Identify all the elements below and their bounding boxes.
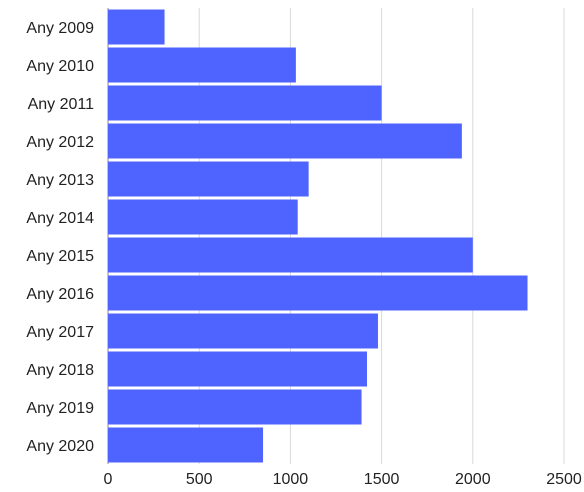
bar-any-2014 [108, 199, 298, 235]
x-tick-label: 0 [104, 471, 113, 488]
x-tick-label: 1000 [273, 471, 309, 488]
category-label: Any 2018 [26, 362, 94, 379]
gridlines [107, 8, 565, 464]
bar-any-2009 [108, 9, 165, 45]
bars [108, 9, 528, 463]
bar-any-2016 [108, 275, 528, 311]
bar-any-2019 [108, 389, 362, 425]
x-tick-labels: 0 500 1000 1500 2000 2500 [104, 471, 582, 488]
category-label: Any 2015 [26, 248, 94, 265]
bar-any-2010 [108, 47, 296, 83]
x-tick-label: 1500 [364, 471, 400, 488]
category-label: Any 2019 [26, 400, 94, 417]
category-label: Any 2020 [26, 438, 94, 455]
category-label: Any 2009 [26, 20, 94, 37]
category-label: Any 2011 [28, 96, 95, 113]
x-tick-label: 500 [186, 471, 213, 488]
bar-any-2020 [108, 427, 264, 463]
bar-any-2018 [108, 351, 368, 387]
bar-any-2017 [108, 313, 378, 349]
category-label: Any 2010 [26, 58, 94, 75]
bar-any-2013 [108, 161, 309, 197]
category-label: Any 2014 [26, 210, 94, 227]
category-label: Any 2016 [26, 286, 94, 303]
category-label: Any 2012 [26, 134, 94, 151]
category-label: Any 2017 [26, 324, 94, 341]
bar-any-2015 [108, 237, 473, 273]
category-labels: Any 2009 Any 2010 Any 2011 Any 2012 Any 2013… [26, 20, 94, 455]
bar-any-2012 [108, 123, 462, 159]
x-tick-label: 2500 [546, 471, 582, 488]
category-label: Any 2013 [26, 172, 94, 189]
bar-any-2011 [108, 85, 382, 121]
x-tick-label: 2000 [455, 471, 491, 488]
